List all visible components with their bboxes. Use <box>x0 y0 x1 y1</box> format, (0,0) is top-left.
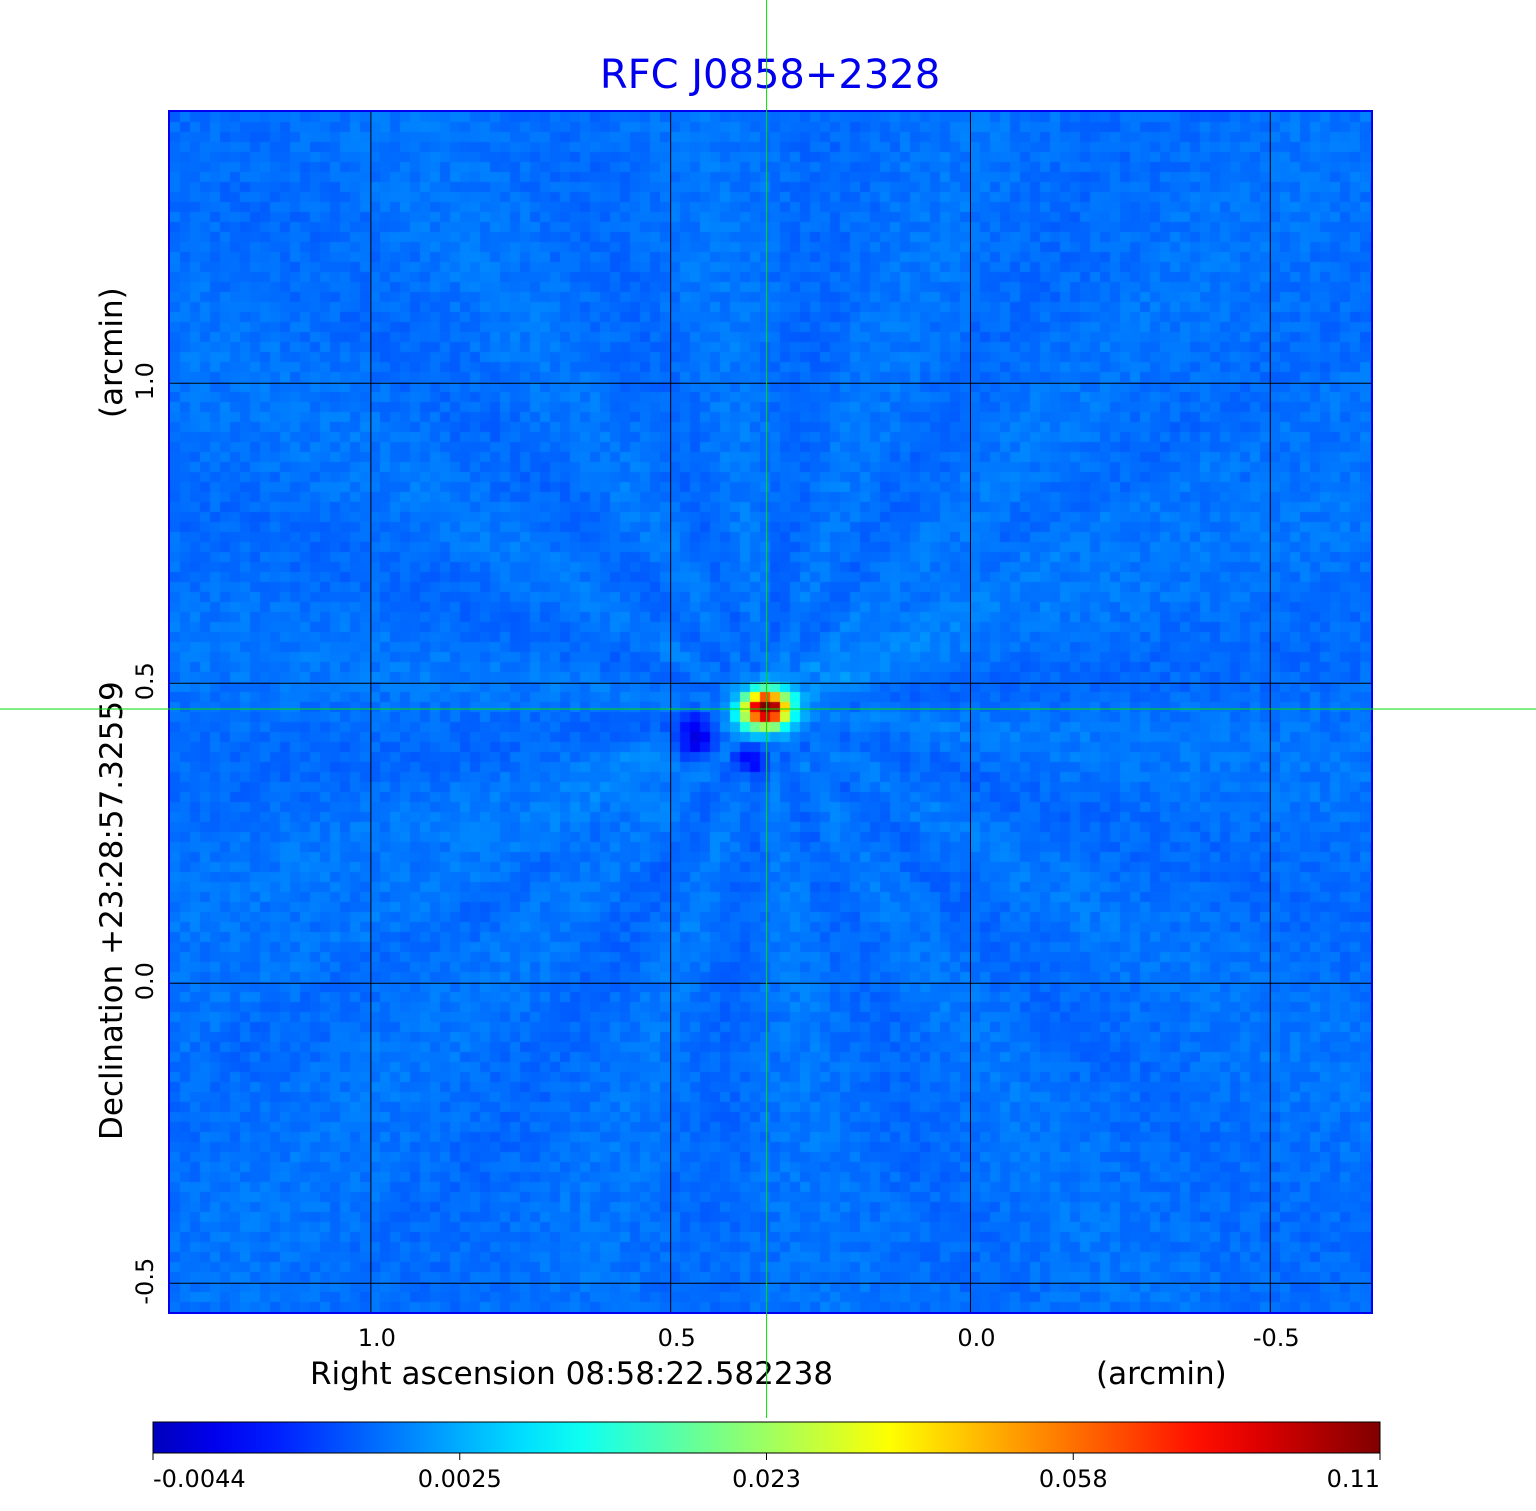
x-tick-label: 0.0 <box>957 1324 995 1352</box>
y-axis-unit: (arcmin) <box>94 287 130 418</box>
x-axis-unit: (arcmin) <box>1096 1356 1227 1392</box>
colorbar-tick-label: 0.11 <box>1327 1465 1380 1493</box>
chart-title: RFC J0858+2328 <box>599 52 941 98</box>
colorbar-tick-label: 0.0025 <box>418 1465 502 1493</box>
y-tick-label: -0.5 <box>131 1258 159 1305</box>
colorbar-tick-label: 0.023 <box>732 1465 801 1493</box>
colorbar-ticks: -0.0044 0.0025 0.023 0.058 0.11 <box>152 1453 1381 1493</box>
x-tick-label: 1.0 <box>358 1324 396 1352</box>
crosshair <box>0 0 1536 1418</box>
colorbar-tick-label: 0.058 <box>1039 1465 1108 1493</box>
grid-lines <box>170 112 1371 1312</box>
x-tick-label: -0.5 <box>1253 1324 1300 1352</box>
y-tick-label: 1.0 <box>131 362 159 400</box>
y-tick-label: 0.5 <box>131 662 159 700</box>
x-tick-labels: 1.0 0.5 0.0 -0.5 <box>358 1324 1300 1352</box>
colorbar <box>152 1421 1381 1454</box>
colorbar-tick-label: -0.0044 <box>153 1465 246 1493</box>
y-tick-label: 0.0 <box>131 962 159 1000</box>
heatmap-image <box>170 112 1371 1312</box>
y-tick-labels: 1.0 0.5 0.0 -0.5 <box>131 362 159 1304</box>
x-tick-label: 0.5 <box>658 1324 696 1352</box>
x-axis-label: Right ascension 08:58:22.582238 <box>310 1356 833 1392</box>
y-axis-label: Declination +23:28:57.32559 <box>94 681 130 1140</box>
